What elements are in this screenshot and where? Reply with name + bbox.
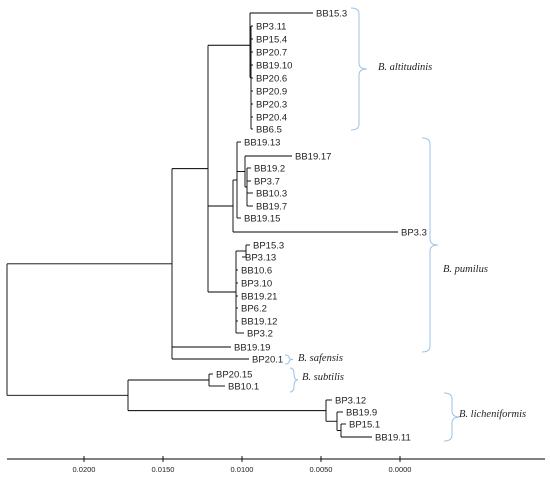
leaf-label: BP6.2: [241, 303, 267, 314]
leaf-label: BP3.13: [245, 252, 276, 263]
leaf-label: BP20.7: [256, 47, 287, 58]
leaf-label: BP20.9: [256, 86, 287, 97]
leaf-label: BB19.12: [241, 316, 277, 327]
clade-brace-safensis: [284, 354, 294, 365]
leaf-label: BP15.3: [253, 240, 284, 251]
leaf-label: BP20.15: [216, 369, 252, 380]
leaf-label: BB10.6: [241, 265, 272, 276]
scale-tick-label: 0.0200: [73, 465, 96, 474]
clade-label-safensis: B. safensis: [298, 353, 343, 364]
leaf-label: BB6.5: [256, 124, 282, 135]
leaf-label: BP3.7: [254, 176, 280, 187]
clade-label-pumilus: B. pumilus: [443, 264, 488, 275]
clade-label-licheniformis: B. licheniformis: [459, 409, 526, 420]
leaf-label: BB10.1: [228, 381, 259, 392]
clade-brace-licheniformis: [443, 392, 461, 442]
leaf-label: BB19.9: [346, 407, 377, 418]
scale-tick-label: 0.0150: [152, 465, 175, 474]
leaf-label: BP3.12: [335, 395, 366, 406]
scale-tick-label: 0.0000: [389, 465, 412, 474]
leaf-label: BB19.7: [256, 201, 287, 212]
leaf-label: BP20.1: [252, 354, 283, 365]
clade-label-altitudinis: B. altitudinis: [378, 62, 432, 73]
leaf-label: BP15.4: [256, 34, 287, 45]
leaf-label: BB19.17: [295, 151, 331, 162]
leaf-label: BP3.2: [247, 328, 273, 339]
leaf-label: BB19.19: [234, 342, 270, 353]
clade-brace-pumilus: [421, 137, 439, 353]
leaf-labels: BB15.3 BP3.11 BP15.4 BP20.7 BB19.10 BP20.6 BP2…: [216, 8, 427, 443]
leaf-label: BP15.1: [349, 419, 380, 430]
leaf-label: BP3.11: [256, 21, 286, 32]
leaf-label: BB19.10: [256, 60, 292, 71]
leaf-label: BP20.3: [256, 99, 287, 110]
leaf-label: BP3.10: [241, 278, 272, 289]
leaf-label: BB19.21: [241, 291, 277, 302]
leaf-label: BB15.3: [316, 8, 347, 19]
clade-brace-subtilis: [289, 367, 299, 393]
clade-label-subtilis: B. subtilis: [302, 372, 344, 383]
leaf-label: BP20.4: [256, 112, 287, 123]
tree-branches: [6, 12, 398, 438]
leaf-label: BB19.2: [254, 163, 285, 174]
clade-annotations: B. altitudinis B. pumilus B. safensis B. su…: [284, 7, 526, 442]
leaf-label: BP3.3: [401, 227, 427, 238]
scale-tick-label: 0.0050: [310, 465, 333, 474]
leaf-label: BB19.15: [244, 213, 280, 224]
leaf-label: BB19.13: [244, 137, 280, 148]
distance-scale-axis: 0.0200 0.0150 0.0100 0.0050 0.0000: [7, 456, 545, 474]
leaf-label: BP20.6: [256, 73, 287, 84]
leaf-label: BB10.3: [256, 188, 287, 199]
leaf-label: BB19.11: [375, 432, 411, 443]
scale-tick-label: 0.0100: [231, 465, 254, 474]
clade-brace-altitudinis: [350, 7, 368, 131]
